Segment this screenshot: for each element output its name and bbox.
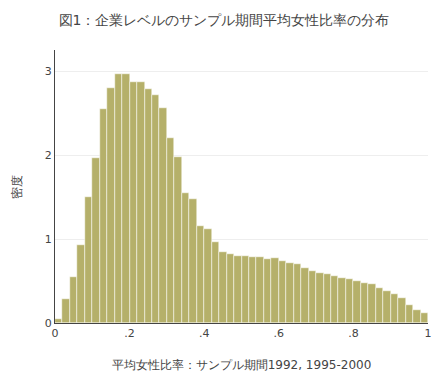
svg-text:0: 0 — [52, 327, 59, 340]
svg-text:1: 1 — [425, 327, 432, 340]
svg-text:0: 0 — [45, 317, 52, 330]
svg-text:.2: .2 — [124, 327, 135, 340]
svg-text:.6: .6 — [274, 327, 285, 340]
svg-text:1: 1 — [45, 233, 52, 246]
svg-text:密度: 密度 — [10, 175, 24, 199]
svg-text:.4: .4 — [199, 327, 210, 340]
svg-text:.8: .8 — [348, 327, 359, 340]
svg-text:平均女性比率：サンプル期間1992, 1995-2000: 平均女性比率：サンプル期間1992, 1995-2000 — [112, 358, 372, 372]
svg-text:図1：企業レベルのサンプル期間平均女性比率の分布: 図1：企業レベルのサンプル期間平均女性比率の分布 — [59, 12, 390, 28]
svg-text:3: 3 — [45, 65, 52, 78]
svg-text:2: 2 — [45, 149, 52, 162]
